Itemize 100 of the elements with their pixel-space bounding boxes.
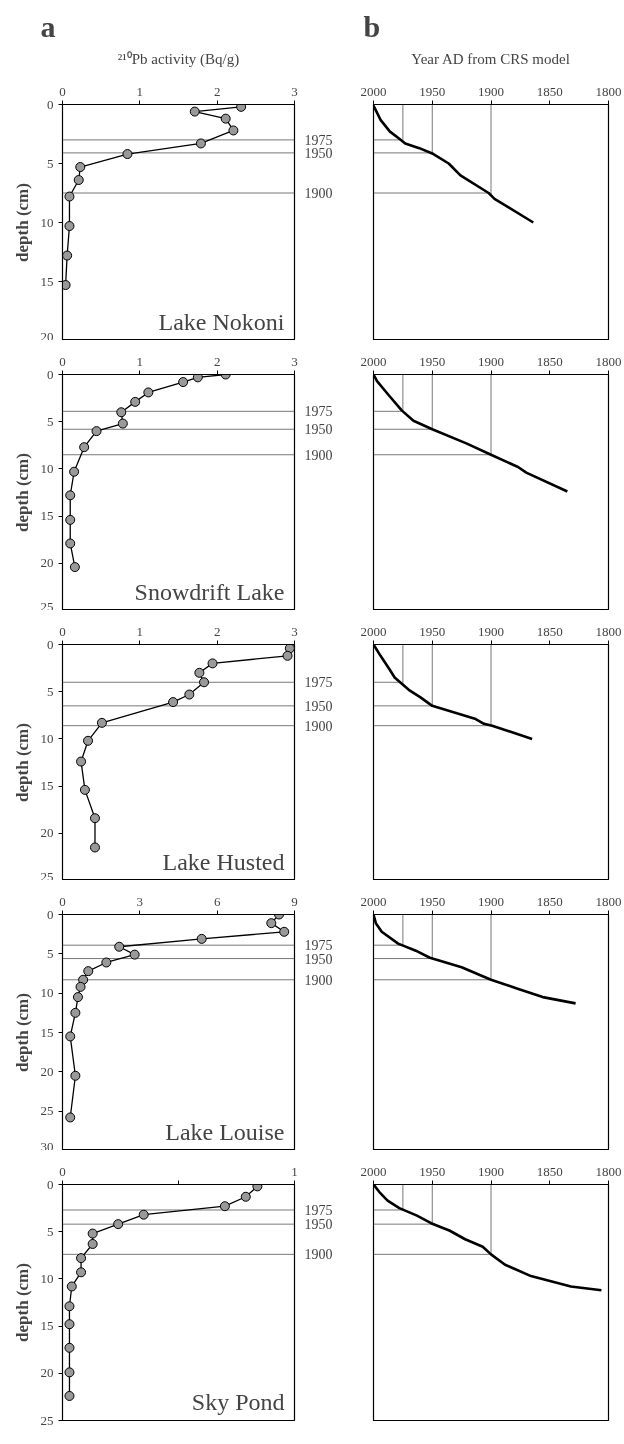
annotation: 1950 <box>304 145 333 161</box>
chart-title: a <box>40 9 56 43</box>
y-tick-label: 10 <box>40 985 54 1001</box>
x-tick-label: 2 <box>213 83 221 99</box>
y-axis-title: depth (cm) <box>12 723 32 802</box>
y-axis-title: depth (cm) <box>12 183 32 262</box>
x-tick-label: 1 <box>136 353 144 369</box>
y-tick-label: 20 <box>40 555 54 571</box>
x-tick-label: 2000 <box>360 893 387 909</box>
x-tick-label: 1800 <box>595 623 622 639</box>
x-tick-label: 1850 <box>536 1163 563 1179</box>
x-tick-label: 1950 <box>419 893 446 909</box>
x-tick-label: 1850 <box>536 353 563 369</box>
annotation: 1900 <box>304 718 333 734</box>
x-tick-label: 1800 <box>595 353 622 369</box>
chart-title: b <box>363 9 381 43</box>
x-tick-label: 1950 <box>419 1163 446 1179</box>
x-tick-label: 0 <box>59 83 66 99</box>
x-tick-label: 3 <box>291 623 298 639</box>
annotation: Lake Nokoni <box>158 308 285 335</box>
annotation: Lake Husted <box>162 848 285 875</box>
y-tick-label: 5 <box>47 945 54 961</box>
y-tick-label: 15 <box>40 508 54 524</box>
y-tick-label: 20 <box>40 1365 54 1381</box>
x-tick-label: 1900 <box>478 83 504 99</box>
x-tick-label: 1 <box>291 1163 298 1179</box>
y-tick-label: 5 <box>47 1223 54 1239</box>
x-tick-label: 1800 <box>595 1163 622 1179</box>
annotation: 1950 <box>304 698 333 714</box>
x-tick-label: 1900 <box>478 623 504 639</box>
x-tick-label: 2000 <box>360 353 387 369</box>
y-tick-label: 10 <box>40 1270 54 1286</box>
annotation: 1975 <box>304 1202 333 1218</box>
y-tick-label: 5 <box>47 683 54 699</box>
y-tick-label: 20 <box>40 328 54 344</box>
y-tick-label: 10 <box>40 214 54 230</box>
x-tick-label: 1950 <box>419 623 446 639</box>
x-axis-title: ²¹⁰Pb activity (Bq/g) <box>117 50 240 68</box>
x-tick-label: 2000 <box>360 83 387 99</box>
x-tick-label: 1950 <box>419 83 446 99</box>
annotation: 1975 <box>304 404 333 420</box>
x-tick-label: 1 <box>136 623 144 639</box>
annotation: 1900 <box>304 447 333 463</box>
y-axis-title: depth (cm) <box>12 1263 32 1342</box>
x-tick-label: 1900 <box>478 353 504 369</box>
y-tick-label: 0 <box>47 636 54 652</box>
annotation: 1950 <box>304 422 333 438</box>
y-tick-label: 15 <box>40 1024 54 1040</box>
x-tick-label: 6 <box>213 893 221 909</box>
y-tick-label: 15 <box>40 1318 54 1334</box>
y-tick-label: 0 <box>47 366 54 382</box>
x-tick-label: 0 <box>59 623 66 639</box>
x-tick-label: 2 <box>213 623 221 639</box>
y-tick-label: 25 <box>40 598 54 614</box>
y-tick-label: 10 <box>40 730 54 746</box>
annotation: 1900 <box>304 186 333 201</box>
x-axis-title: Year AD from CRS model <box>411 50 570 67</box>
x-tick-label: 1850 <box>536 623 563 639</box>
x-tick-label: 1900 <box>478 893 504 909</box>
x-tick-label: 0 <box>59 353 66 369</box>
x-tick-label: 0 <box>59 1163 66 1179</box>
annotation: 1950 <box>304 1217 333 1233</box>
x-tick-label: 1800 <box>595 893 622 909</box>
x-tick-label: 9 <box>291 893 298 909</box>
annotation: 1900 <box>304 972 333 988</box>
annotation: 1975 <box>304 132 333 148</box>
y-tick-label: 20 <box>40 825 54 841</box>
y-axis-title: depth (cm) <box>12 993 32 1072</box>
y-tick-label: 0 <box>47 96 54 112</box>
x-tick-label: 3 <box>291 353 298 369</box>
x-tick-label: 1 <box>136 83 144 99</box>
y-tick-label: 5 <box>47 155 54 171</box>
annotation: 1975 <box>304 675 333 691</box>
y-tick-label: 0 <box>47 1176 54 1192</box>
x-tick-label: 1850 <box>536 893 563 909</box>
x-tick-label: 1950 <box>419 353 446 369</box>
x-tick-label: 2000 <box>360 623 387 639</box>
y-tick-label: 15 <box>40 778 54 794</box>
x-tick-label: 2000 <box>360 1163 387 1179</box>
y-tick-label: 15 <box>40 273 54 289</box>
annotation: 1950 <box>304 951 333 967</box>
x-tick-label: 3 <box>291 83 298 99</box>
x-tick-label: 0 <box>59 893 66 909</box>
annotation: 1900 <box>304 1247 333 1263</box>
y-tick-label: 25 <box>40 868 54 884</box>
x-tick-label: 1850 <box>536 83 563 99</box>
y-axis-title: depth (cm) <box>12 453 32 532</box>
y-tick-label: 5 <box>47 413 54 429</box>
y-tick-label: 30 <box>40 1138 54 1154</box>
y-tick-label: 25 <box>40 1412 54 1428</box>
x-tick-label: 3 <box>136 893 144 909</box>
x-tick-label: 1900 <box>478 1163 504 1179</box>
x-tick-label: 1800 <box>595 83 622 99</box>
annotation: 1975 <box>304 938 333 954</box>
annotation: Lake Louise <box>165 1118 285 1145</box>
y-tick-label: 20 <box>40 1063 54 1079</box>
annotation: Sky Pond <box>191 1388 285 1415</box>
x-tick-label: 2 <box>213 353 221 369</box>
y-tick-label: 25 <box>40 1103 54 1119</box>
y-tick-label: 0 <box>47 906 54 922</box>
